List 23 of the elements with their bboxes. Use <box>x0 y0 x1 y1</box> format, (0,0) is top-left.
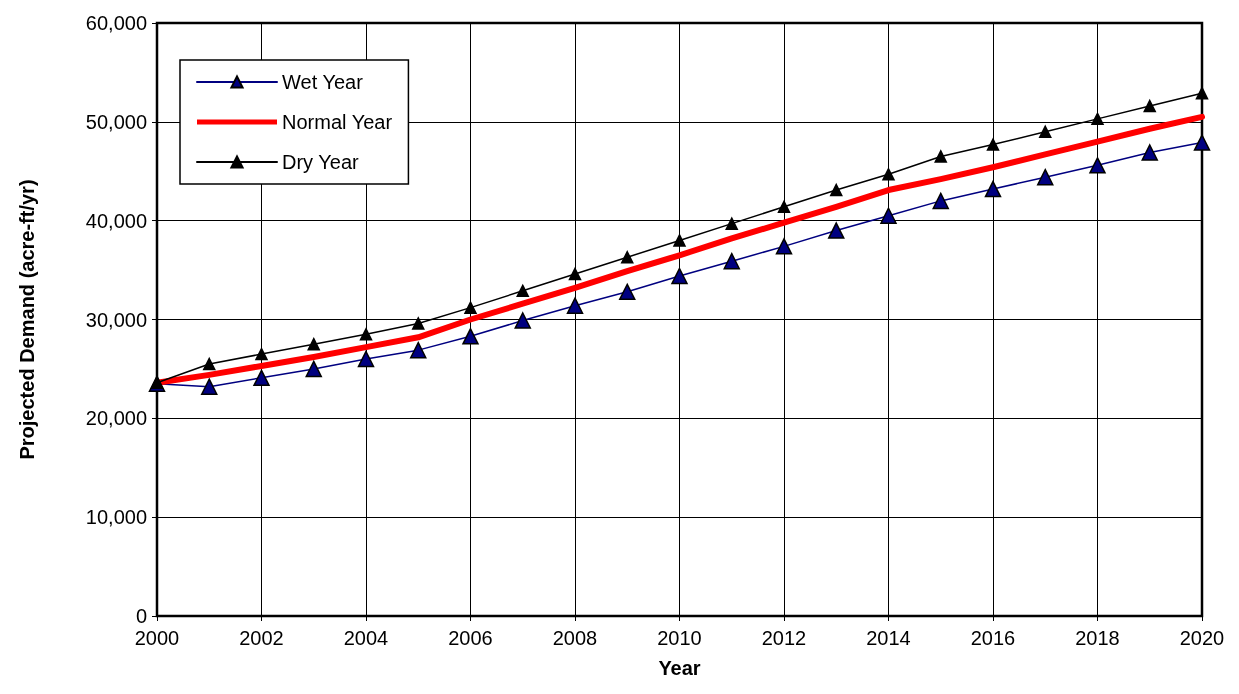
y-tick-label: 40,000 <box>85 209 147 232</box>
y-tick-label: 10,000 <box>85 506 147 529</box>
y-axis-title: Projected Demand (acre-ft/yr) <box>16 179 38 460</box>
x-tick-label: 2014 <box>866 627 911 649</box>
x-tick-label: 2020 <box>1179 627 1225 649</box>
y-tick-label: 60,000 <box>85 12 147 34</box>
x-tick-label: 2018 <box>1075 627 1120 649</box>
y-tick-label: 30,000 <box>85 308 147 331</box>
x-tick-label: 2016 <box>970 627 1016 649</box>
x-tick-label: 2004 <box>343 627 389 649</box>
y-tick-label: 20,000 <box>85 407 147 430</box>
legend-label: Normal Year <box>282 111 393 133</box>
x-tick-label: 2006 <box>448 627 493 649</box>
legend-label: Dry Year <box>282 151 360 173</box>
x-tick-label: 2008 <box>552 627 598 649</box>
y-tick-label: 0 <box>135 605 147 627</box>
x-tick-label: 2002 <box>239 627 284 649</box>
x-tick-label: 2000 <box>134 627 180 649</box>
legend-label: Wet Year <box>282 71 364 93</box>
x-tick-label: 2010 <box>657 627 702 649</box>
x-axis-title: Year <box>658 657 701 679</box>
x-tick-label: 2012 <box>761 627 807 649</box>
y-tick-label: 50,000 <box>85 110 147 133</box>
